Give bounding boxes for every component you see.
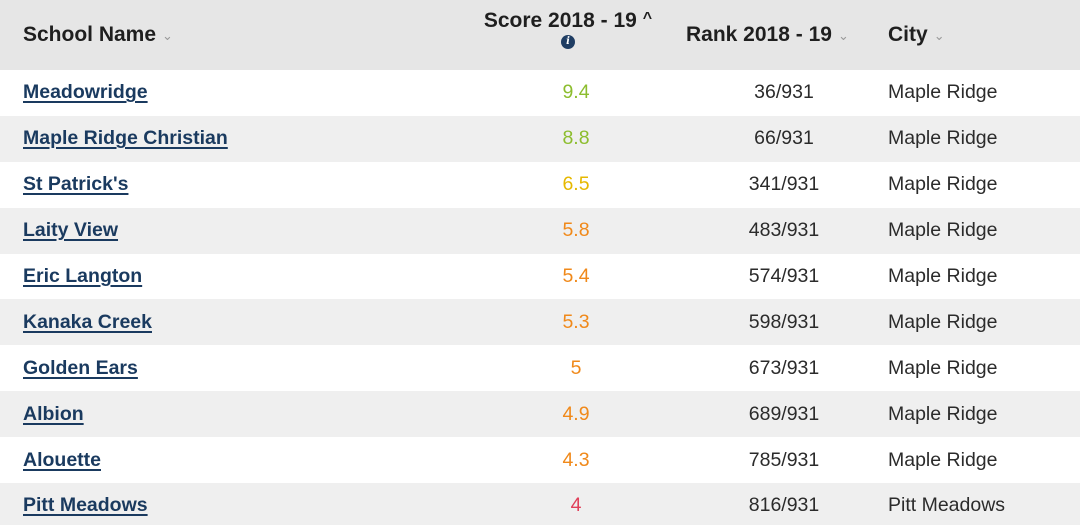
school-link[interactable]: Meadowridge	[23, 81, 148, 104]
table-row: Laity View 5.8 483/931 Maple Ridge	[0, 207, 1080, 254]
rank-value: 598/931	[748, 310, 820, 333]
school-link[interactable]: Laity View	[23, 219, 119, 242]
sort-city-header[interactable]: City ⌄	[888, 0, 945, 70]
rank-value: 36/931	[754, 81, 814, 104]
chevron-down-icon: ⌄	[837, 28, 849, 43]
school-link[interactable]: Albion	[23, 402, 84, 425]
school-link[interactable]: Pitt Meadows	[23, 494, 148, 517]
school-link[interactable]: Maple Ridge Christian	[23, 127, 228, 150]
rank-value: 816/931	[748, 494, 820, 517]
table-row: Golden Ears 5 673/931 Maple Ridge	[0, 345, 1080, 391]
city-value: Maple Ridge	[888, 219, 998, 242]
city-value: Maple Ridge	[888, 173, 998, 196]
school-name-header-label: School Name	[23, 23, 157, 46]
chevron-down-icon: ⌄	[162, 28, 173, 43]
score-value: 4.3	[562, 448, 590, 471]
score-value: 6.5	[562, 173, 590, 196]
score-value: 5.3	[562, 310, 590, 333]
table-body: Meadowridge 9.4 36/931 Maple Ridge Maple…	[0, 70, 1080, 525]
city-value: Maple Ridge	[888, 81, 998, 104]
table-row: Meadowridge 9.4 36/931 Maple Ridge	[0, 70, 1080, 116]
school-link[interactable]: Golden Ears	[23, 356, 138, 379]
table-row: St Patrick's 6.5 341/931 Maple Ridge	[0, 162, 1080, 208]
rank-value: 673/931	[748, 356, 820, 379]
rank-value: 483/931	[748, 219, 820, 242]
table-row: Kanaka Creek 5.3 598/931 Maple Ridge	[0, 299, 1080, 346]
school-link[interactable]: Alouette	[23, 448, 101, 471]
score-value: 8.8	[562, 127, 590, 150]
city-value: Maple Ridge	[888, 127, 998, 150]
table-row: Pitt Meadows 4 816/931 Pitt Meadows	[0, 483, 1080, 525]
city-header-label: City	[888, 23, 928, 46]
score-value: 5.8	[562, 219, 590, 242]
score-value: 5.4	[562, 265, 590, 287]
city-value: Maple Ridge	[888, 310, 998, 333]
table-row: Albion 4.9 689/931 Maple Ridge	[0, 391, 1080, 438]
sort-score-header[interactable]: Score 2018 - 19 ^ i	[470, 0, 666, 70]
sort-rank-header[interactable]: Rank 2018 - 19 ⌄	[686, 0, 849, 70]
score-value: 4	[570, 494, 582, 517]
city-value: Maple Ridge	[888, 402, 998, 425]
city-value: Maple Ridge	[888, 265, 998, 287]
rank-value: 66/931	[754, 127, 814, 150]
city-value: Pitt Meadows	[888, 494, 1006, 517]
rank-value: 574/931	[748, 265, 820, 287]
table-header: School Name ⌄ Score 2018 - 19 ^ i Rank 2…	[0, 0, 1080, 70]
city-value: Maple Ridge	[888, 448, 998, 471]
school-link[interactable]: Kanaka Creek	[23, 310, 152, 333]
school-link[interactable]: St Patrick's	[23, 173, 129, 196]
rank-value: 785/931	[748, 448, 820, 471]
info-icon[interactable]: i	[561, 35, 575, 49]
table-row: Maple Ridge Christian 8.8 66/931 Maple R…	[0, 115, 1080, 162]
score-value: 4.9	[562, 402, 590, 425]
table-row: Alouette 4.3 785/931 Maple Ridge	[0, 437, 1080, 483]
table-row: Eric Langton 5.4 574/931 Maple Ridge	[0, 254, 1080, 300]
rank-header-label: Rank 2018 - 19	[686, 23, 832, 46]
rank-value: 689/931	[748, 402, 820, 425]
sort-ascending-caret-icon: ^	[642, 10, 653, 27]
school-link[interactable]: Eric Langton	[23, 265, 143, 287]
score-value: 9.4	[562, 81, 590, 104]
score-value: 5	[570, 356, 582, 379]
city-value: Maple Ridge	[888, 356, 998, 379]
chevron-down-icon: ⌄	[933, 28, 945, 43]
sort-school-name-header[interactable]: School Name ⌄	[23, 0, 173, 70]
score-header-label: Score 2018 - 19	[483, 9, 637, 32]
rank-value: 341/931	[748, 173, 820, 196]
